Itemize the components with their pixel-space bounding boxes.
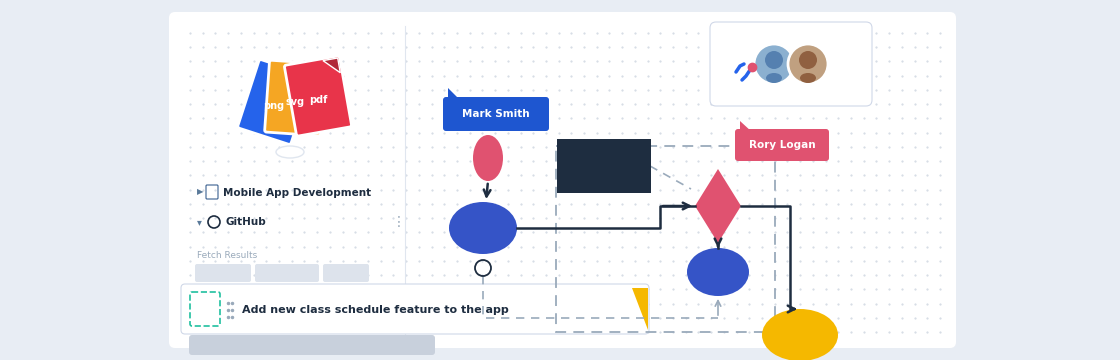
Ellipse shape [766,73,782,83]
FancyBboxPatch shape [444,97,549,131]
FancyBboxPatch shape [195,264,251,282]
Polygon shape [740,121,752,132]
Circle shape [765,51,783,69]
Text: Add new class schedule feature to the app: Add new class schedule feature to the ap… [242,305,508,315]
FancyBboxPatch shape [323,264,368,282]
Circle shape [754,44,794,84]
Polygon shape [448,88,460,100]
Polygon shape [308,65,324,81]
Polygon shape [296,73,310,92]
Ellipse shape [449,202,517,254]
Polygon shape [323,58,340,73]
Text: png: png [263,101,284,111]
Text: Rory Logan: Rory Logan [748,140,815,150]
Text: svg: svg [286,97,305,107]
FancyBboxPatch shape [169,12,956,348]
Text: ⋮: ⋮ [392,215,405,229]
Ellipse shape [687,248,749,296]
FancyBboxPatch shape [557,139,651,193]
FancyBboxPatch shape [237,59,312,144]
Ellipse shape [762,309,838,360]
Text: GitHub: GitHub [225,217,265,227]
Ellipse shape [473,135,503,181]
FancyBboxPatch shape [735,129,829,161]
FancyBboxPatch shape [710,22,872,106]
Polygon shape [696,169,741,243]
Text: ▶: ▶ [197,188,204,197]
FancyBboxPatch shape [181,284,648,334]
Circle shape [799,51,816,69]
Text: pdf: pdf [309,95,328,105]
Ellipse shape [800,73,816,83]
Polygon shape [632,288,648,330]
FancyBboxPatch shape [264,60,325,136]
Text: Mark Smith: Mark Smith [463,109,530,119]
FancyBboxPatch shape [189,335,435,355]
Ellipse shape [276,146,304,158]
FancyBboxPatch shape [284,56,352,136]
Text: ▾: ▾ [197,217,202,227]
Circle shape [788,44,828,84]
Text: Fetch Results: Fetch Results [197,252,258,261]
FancyBboxPatch shape [255,264,319,282]
Text: Mobile App Development: Mobile App Development [223,188,371,198]
